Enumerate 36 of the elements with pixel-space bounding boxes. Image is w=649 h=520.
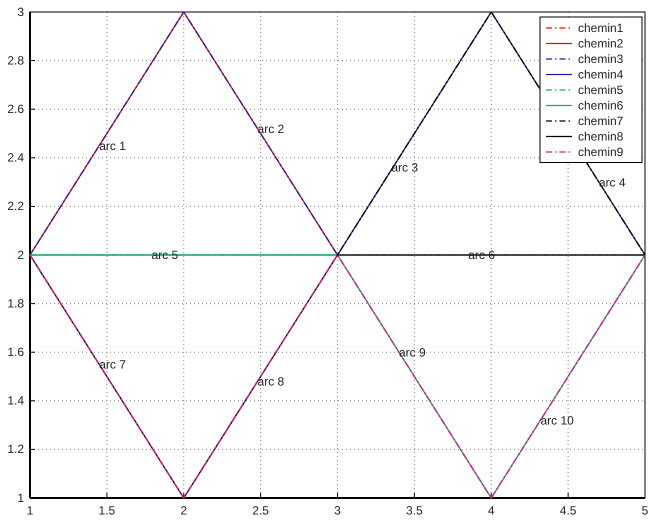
legend-label: chemin6 bbox=[578, 98, 624, 113]
legend-label: chemin5 bbox=[578, 83, 624, 98]
y-tick-label: 2.6 bbox=[7, 102, 24, 116]
x-tick-label: 4.5 bbox=[560, 504, 577, 518]
x-tick-label: 3 bbox=[334, 504, 342, 518]
annotation: arc 1 bbox=[99, 138, 126, 153]
x-tick-label: 5 bbox=[642, 504, 649, 518]
annotation: arc 8 bbox=[258, 374, 285, 389]
annotation: arc 4 bbox=[598, 175, 626, 190]
annotation: arc 9 bbox=[399, 345, 426, 360]
y-tick-label: 3 bbox=[17, 4, 24, 19]
y-tick-label: 2.4 bbox=[7, 150, 24, 165]
x-tick-label: 1.5 bbox=[98, 504, 116, 518]
annotation: arc 2 bbox=[258, 122, 285, 136]
legend-label: chemin7 bbox=[578, 114, 624, 128]
annotation: arc 7 bbox=[99, 358, 126, 372]
y-tick-label: 1.6 bbox=[7, 345, 24, 360]
x-tick-label: 2.5 bbox=[252, 504, 270, 518]
y-tick-label: 2.8 bbox=[7, 53, 24, 68]
y-tick-label: 1 bbox=[17, 490, 24, 505]
y-tick-label: 2 bbox=[17, 248, 24, 262]
y-tick-label: 1.8 bbox=[7, 296, 24, 310]
y-tick-label: 2.2 bbox=[7, 199, 24, 214]
x-tick-label: 2 bbox=[180, 504, 188, 518]
legend-label: chemin4 bbox=[578, 68, 624, 82]
x-tick-label: 1 bbox=[26, 504, 34, 518]
legend-label: chemin1 bbox=[578, 21, 624, 36]
y-tick-label: 1.2 bbox=[7, 442, 24, 456]
y-tick-label: 1.4 bbox=[7, 394, 24, 408]
legend-label: chemin3 bbox=[578, 52, 624, 66]
x-tick-label: 3.5 bbox=[406, 504, 424, 518]
annotation: arc 10 bbox=[540, 413, 574, 428]
x-tick-label: 4 bbox=[488, 504, 495, 518]
legend-label: chemin2 bbox=[578, 36, 624, 51]
legend-label: chemin9 bbox=[578, 145, 624, 160]
legend-label: chemin8 bbox=[578, 130, 624, 144]
